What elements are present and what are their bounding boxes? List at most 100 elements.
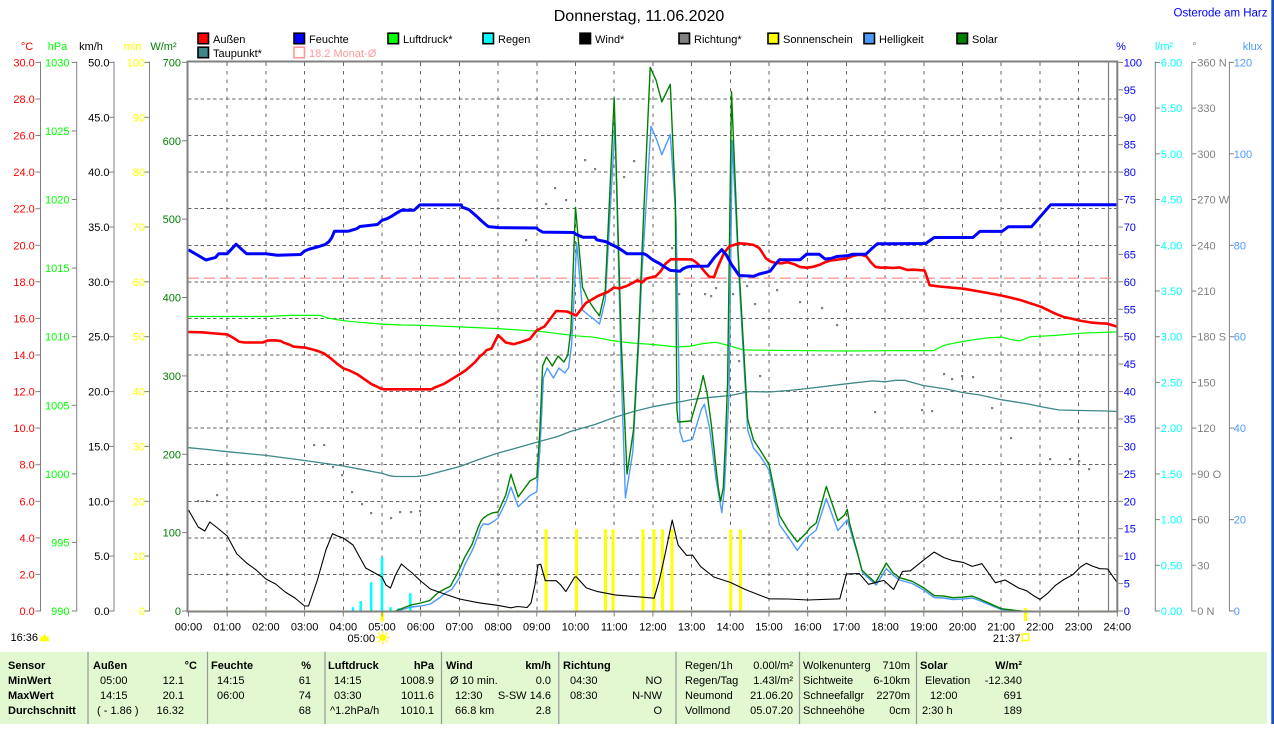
svg-text:6.00: 6.00 xyxy=(1161,57,1182,69)
svg-text:95: 95 xyxy=(1124,85,1136,97)
svg-text:2270m: 2270m xyxy=(876,690,910,702)
svg-text:Sensor: Sensor xyxy=(8,660,46,672)
svg-text:66.8 km: 66.8 km xyxy=(455,705,494,717)
svg-text:Helligkeit: Helligkeit xyxy=(879,34,924,46)
svg-text:09:00: 09:00 xyxy=(523,621,551,633)
svg-text:Neumond: Neumond xyxy=(685,690,733,702)
svg-text:400: 400 xyxy=(163,293,181,305)
svg-text:100: 100 xyxy=(127,57,145,69)
svg-text:1030: 1030 xyxy=(45,57,69,69)
svg-text:12.0: 12.0 xyxy=(13,387,34,399)
svg-text:68: 68 xyxy=(299,705,311,717)
svg-text:00:00: 00:00 xyxy=(175,621,203,633)
svg-text:22:00: 22:00 xyxy=(1026,621,1054,633)
svg-text:0: 0 xyxy=(175,606,181,618)
svg-text:150: 150 xyxy=(1197,377,1215,389)
svg-text:0: 0 xyxy=(139,606,145,618)
svg-text:06:00: 06:00 xyxy=(217,690,245,702)
svg-text:995: 995 xyxy=(51,537,69,549)
svg-text:Außen: Außen xyxy=(93,660,128,672)
svg-text:Wind*: Wind* xyxy=(595,34,625,46)
svg-text:75: 75 xyxy=(1124,195,1136,207)
svg-text:35: 35 xyxy=(1124,414,1136,426)
svg-text:18:00: 18:00 xyxy=(871,621,899,633)
svg-text:Schneehöhe: Schneehöhe xyxy=(803,705,865,717)
svg-text:18.0: 18.0 xyxy=(13,277,34,289)
svg-text:°: ° xyxy=(1192,41,1196,53)
svg-text:02:00: 02:00 xyxy=(252,621,280,633)
svg-text:330: 330 xyxy=(1197,103,1215,115)
svg-text:Feuchte: Feuchte xyxy=(211,660,253,672)
svg-text:20: 20 xyxy=(1124,496,1136,508)
svg-text:13:00: 13:00 xyxy=(678,621,706,633)
svg-text:Regen: Regen xyxy=(498,34,530,46)
svg-text:Luftdruck*: Luftdruck* xyxy=(403,34,453,46)
svg-text:21:37: 21:37 xyxy=(993,633,1021,645)
svg-text:05:00: 05:00 xyxy=(348,633,376,645)
svg-text:0.00: 0.00 xyxy=(1161,606,1182,618)
svg-text:240: 240 xyxy=(1197,240,1215,252)
svg-text:80: 80 xyxy=(1124,167,1136,179)
svg-text:28.0: 28.0 xyxy=(13,94,34,106)
svg-text:270 W: 270 W xyxy=(1197,195,1229,207)
svg-text:3.50: 3.50 xyxy=(1161,286,1182,298)
svg-text:2.00: 2.00 xyxy=(1161,423,1182,435)
svg-text:11:00: 11:00 xyxy=(601,621,628,633)
svg-text:300: 300 xyxy=(163,371,181,383)
svg-text:Außen: Außen xyxy=(213,34,245,46)
svg-text:Elevation: Elevation xyxy=(925,675,970,687)
svg-text:300: 300 xyxy=(1197,149,1215,161)
svg-text:21:00: 21:00 xyxy=(987,621,1015,633)
svg-text:80: 80 xyxy=(133,167,145,179)
svg-text:1.43l/m²: 1.43l/m² xyxy=(753,675,793,687)
svg-text:12:30: 12:30 xyxy=(455,690,483,702)
svg-text:1015: 1015 xyxy=(45,263,69,275)
svg-text:30.0: 30.0 xyxy=(13,57,34,69)
svg-text:6.0: 6.0 xyxy=(20,496,35,508)
svg-text:10.0: 10.0 xyxy=(13,423,34,435)
svg-text:0.0: 0.0 xyxy=(94,606,109,618)
svg-text:10.0: 10.0 xyxy=(88,496,109,508)
svg-text:60: 60 xyxy=(1197,515,1209,527)
svg-text:70: 70 xyxy=(1124,222,1136,234)
svg-text:0: 0 xyxy=(1234,606,1240,618)
svg-text:Schneefallgr: Schneefallgr xyxy=(803,690,864,702)
svg-text:70: 70 xyxy=(133,222,145,234)
svg-text:61: 61 xyxy=(299,675,311,687)
svg-text:90: 90 xyxy=(1124,112,1136,124)
svg-text:5.50: 5.50 xyxy=(1161,103,1182,115)
svg-text:3.00: 3.00 xyxy=(1161,332,1182,344)
svg-text:17:00: 17:00 xyxy=(833,621,861,633)
svg-text:03:00: 03:00 xyxy=(291,621,319,633)
svg-text:55: 55 xyxy=(1124,304,1136,316)
svg-text:2.50: 2.50 xyxy=(1161,377,1182,389)
svg-text:14:15: 14:15 xyxy=(217,675,245,687)
svg-text:24:00: 24:00 xyxy=(1104,621,1132,633)
svg-text:12:00: 12:00 xyxy=(639,621,667,633)
svg-text:km/h: km/h xyxy=(525,660,551,672)
svg-text:12.1: 12.1 xyxy=(163,675,184,687)
svg-text:MinWert: MinWert xyxy=(8,675,52,687)
svg-text:07:00: 07:00 xyxy=(446,621,474,633)
svg-text:05:00: 05:00 xyxy=(368,621,396,633)
svg-text:20.0: 20.0 xyxy=(88,387,109,399)
svg-text:1008.9: 1008.9 xyxy=(400,675,434,687)
svg-text:21.06.20: 21.06.20 xyxy=(750,690,793,702)
svg-text:1.00: 1.00 xyxy=(1161,515,1182,527)
svg-text:Wolkenunterg: Wolkenunterg xyxy=(803,660,871,672)
svg-text:04:30: 04:30 xyxy=(570,675,598,687)
svg-text:23:00: 23:00 xyxy=(1065,621,1093,633)
svg-text:4.50: 4.50 xyxy=(1161,195,1182,207)
svg-text:25.0: 25.0 xyxy=(88,332,109,344)
svg-text:1011.6: 1011.6 xyxy=(401,690,434,702)
svg-text:2.0: 2.0 xyxy=(20,569,35,581)
svg-text:1000: 1000 xyxy=(45,469,69,481)
svg-text:min: min xyxy=(124,41,142,53)
svg-text:%: % xyxy=(1116,41,1126,53)
svg-text:Sonnenschein: Sonnenschein xyxy=(783,34,853,46)
svg-text:19:00: 19:00 xyxy=(910,621,938,633)
svg-text:Feuchte: Feuchte xyxy=(309,34,349,46)
svg-text:14:15: 14:15 xyxy=(100,690,128,702)
svg-text:45.0: 45.0 xyxy=(88,112,109,124)
svg-text:klux: klux xyxy=(1243,41,1263,53)
